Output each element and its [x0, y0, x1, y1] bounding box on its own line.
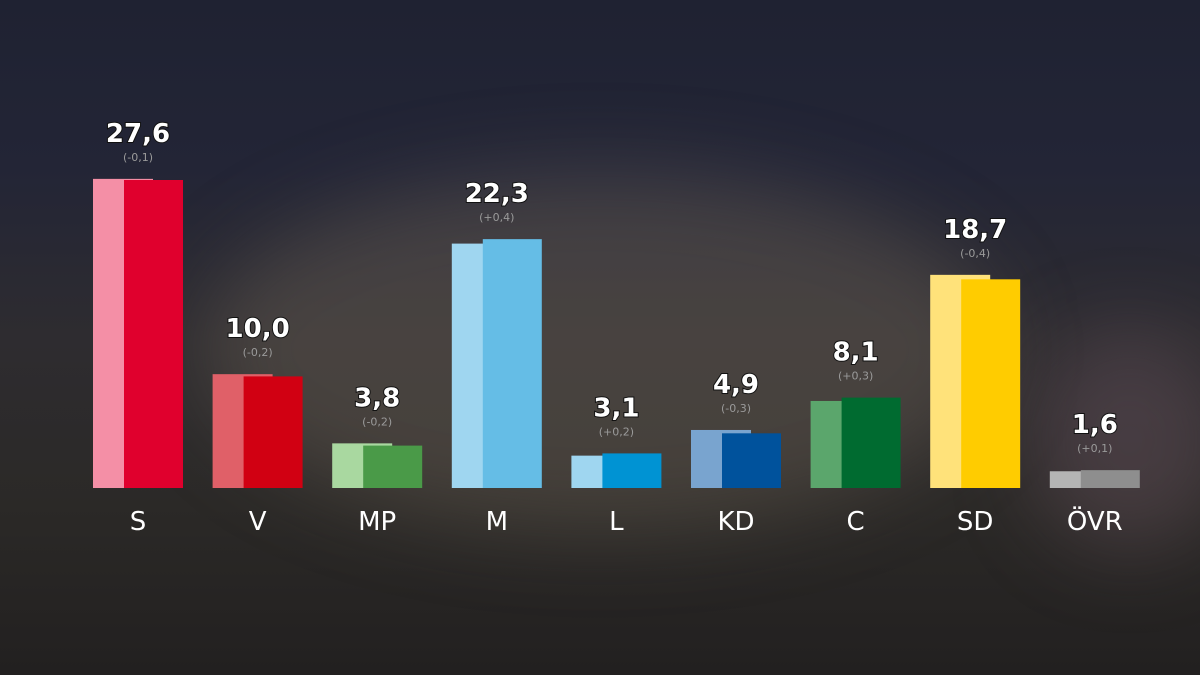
value-label-L: 3,1 — [593, 393, 639, 423]
category-label-V: V — [249, 507, 267, 537]
value-label-V: 10,0 — [226, 314, 290, 344]
category-label-C: C — [847, 507, 865, 537]
bar-current-SD — [961, 279, 1021, 488]
change-label-ÖVR: (+0,1) — [1077, 442, 1112, 455]
bar-current-C — [841, 397, 901, 488]
change-label-M: (+0,4) — [479, 211, 514, 224]
change-label-L: (+0,2) — [599, 425, 634, 438]
change-label-V: (-0,2) — [243, 346, 273, 359]
change-label-MP: (-0,2) — [362, 415, 392, 428]
category-label-L: L — [609, 507, 624, 537]
category-label-S: S — [130, 507, 147, 537]
category-label-ÖVR: ÖVR — [1067, 505, 1123, 537]
value-label-S: 27,6 — [106, 119, 170, 149]
category-label-KD: KD — [717, 507, 754, 537]
value-label-M: 22,3 — [465, 179, 529, 209]
category-label-SD: SD — [957, 507, 994, 537]
bar-current-S — [124, 179, 183, 488]
bar-current-M — [482, 239, 542, 488]
bar-current-ÖVR — [1080, 470, 1140, 488]
category-label-MP: MP — [358, 507, 396, 537]
bar-current-KD — [722, 433, 781, 488]
value-label-MP: 3,8 — [354, 383, 400, 413]
category-label-M: M — [486, 507, 508, 537]
bar-current-V — [243, 376, 303, 488]
bar-current-L — [602, 453, 662, 488]
value-label-C: 8,1 — [833, 338, 879, 368]
change-label-KD: (-0,3) — [721, 402, 751, 415]
value-label-KD: 4,9 — [713, 370, 759, 400]
change-label-C: (+0,3) — [838, 370, 873, 383]
bar-current-MP — [363, 445, 423, 488]
value-label-ÖVR: 1,6 — [1072, 410, 1118, 440]
change-label-S: (-0,1) — [123, 151, 153, 164]
value-label-SD: 18,7 — [943, 215, 1007, 245]
change-label-SD: (-0,4) — [960, 247, 990, 260]
